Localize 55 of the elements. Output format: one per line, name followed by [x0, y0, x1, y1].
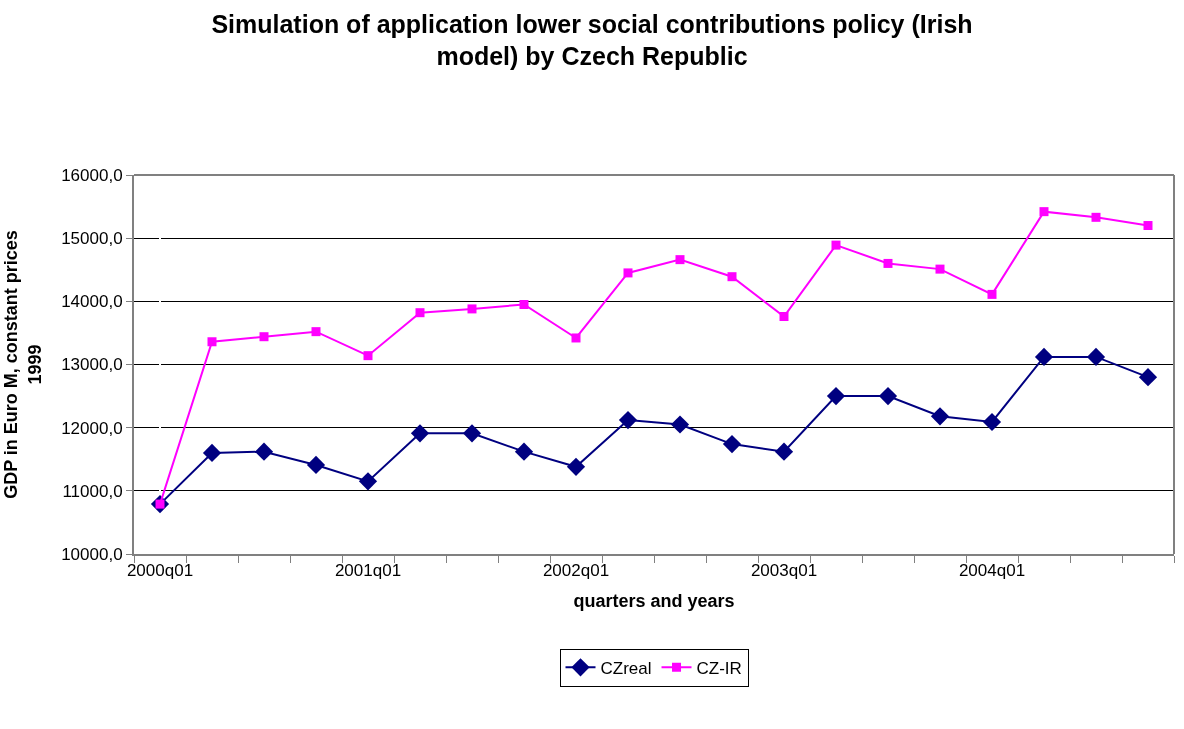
point [935, 264, 945, 274]
point [1143, 221, 1153, 231]
point [878, 386, 898, 406]
y-tick-label: 12000,0 [61, 418, 123, 438]
point [722, 434, 742, 454]
legend-label: CZreal [600, 658, 652, 678]
point [623, 268, 633, 278]
y-tick-label: 14000,0 [61, 292, 123, 312]
point [358, 472, 378, 491]
point [826, 386, 846, 406]
point [259, 332, 269, 342]
point [571, 333, 581, 343]
point [566, 457, 586, 476]
point [987, 289, 997, 299]
point [618, 410, 638, 430]
chart-title: Simulation of application lower social contributions policy (Irish model) by Czech Republic [211, 9, 973, 71]
y-tick-label: 13000,0 [61, 355, 123, 375]
point [415, 308, 425, 318]
point [410, 424, 430, 443]
point [519, 299, 529, 309]
y-tick-label: 10000,0 [61, 544, 123, 564]
legend-label: CZ-IR [696, 658, 742, 678]
point [467, 304, 477, 314]
point [831, 240, 841, 250]
y-axis-title: GDP in Euro M, constant prices 1999 [1, 230, 45, 499]
point [675, 255, 685, 265]
point [670, 415, 690, 434]
y-tick-label: 16000,0 [61, 165, 123, 185]
point [1034, 347, 1054, 367]
point [727, 272, 737, 282]
x-tick-label: 2002q01 [542, 561, 610, 581]
x-axis-title: quarters and years [573, 591, 735, 611]
point [982, 412, 1002, 432]
x-tick-label: 2001q01 [334, 561, 402, 581]
point [311, 327, 321, 337]
x-tick-label: 2003q01 [750, 561, 818, 581]
point [363, 351, 373, 361]
point [1138, 368, 1158, 387]
point [1039, 207, 1049, 217]
point [1091, 212, 1101, 222]
point [462, 424, 482, 443]
point [1086, 347, 1106, 367]
x-tick-label: 2004q01 [958, 561, 1026, 581]
x-tick-label: 2000q01 [126, 561, 194, 581]
point [202, 443, 222, 463]
point [883, 258, 893, 268]
point [514, 442, 534, 461]
point [779, 311, 789, 321]
point [306, 455, 326, 475]
point [207, 337, 217, 347]
y-tick-label: 15000,0 [61, 229, 123, 249]
y-tick-label: 11000,0 [62, 481, 123, 501]
point [774, 442, 794, 461]
point [930, 407, 950, 426]
point [254, 442, 274, 461]
